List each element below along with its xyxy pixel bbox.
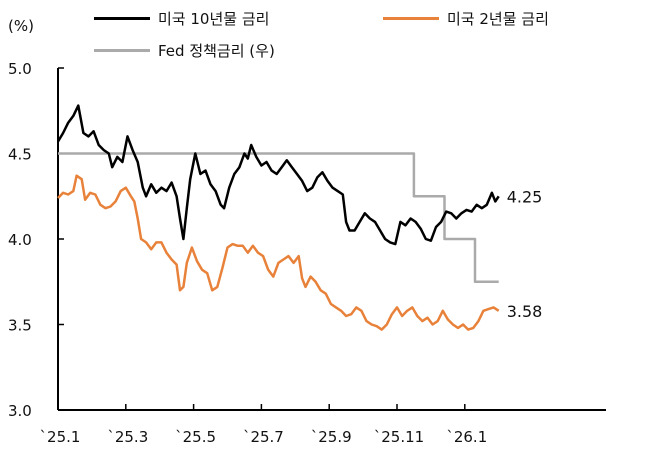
legend-item-us-2y: 미국 2년물 금리 <box>383 8 549 29</box>
legend-label: 미국 2년물 금리 <box>447 10 549 28</box>
legend-item-us-10y: 미국 10년물 금리 <box>94 8 269 29</box>
y-axis-unit: (%) <box>8 17 34 35</box>
y-tick-label: 3.5 <box>8 317 32 335</box>
x-tick-label: `25.3 <box>107 428 148 446</box>
end-value-label: 3.58 <box>507 302 543 321</box>
x-tick-label: `25.9 <box>311 428 352 446</box>
x-tick-label: `25.5 <box>175 428 216 446</box>
x-tick-label: `25.1 <box>40 428 81 446</box>
legend-swatch-gray <box>94 49 150 52</box>
x-tick-label: `26.1 <box>446 428 487 446</box>
legend-label: Fed 정책금리 (우) <box>158 42 275 60</box>
legend-swatch-orange <box>383 17 439 20</box>
x-tick-label: `25.11 <box>374 428 424 446</box>
end-value-label: 4.25 <box>507 187 543 206</box>
legend-swatch-black <box>94 17 150 20</box>
x-tick-label: `25.7 <box>243 428 284 446</box>
legend-label: 미국 10년물 금리 <box>158 10 270 28</box>
legend-item-fed-rate: Fed 정책금리 (우) <box>94 40 275 61</box>
y-tick-label: 4.5 <box>8 146 32 164</box>
y-tick-label: 5.0 <box>8 60 32 78</box>
y-tick-label: 3.0 <box>8 402 32 420</box>
series-us-2y-line <box>57 174 500 331</box>
y-tick-label: 4.0 <box>8 231 32 249</box>
series-us-10y-line <box>56 104 500 246</box>
